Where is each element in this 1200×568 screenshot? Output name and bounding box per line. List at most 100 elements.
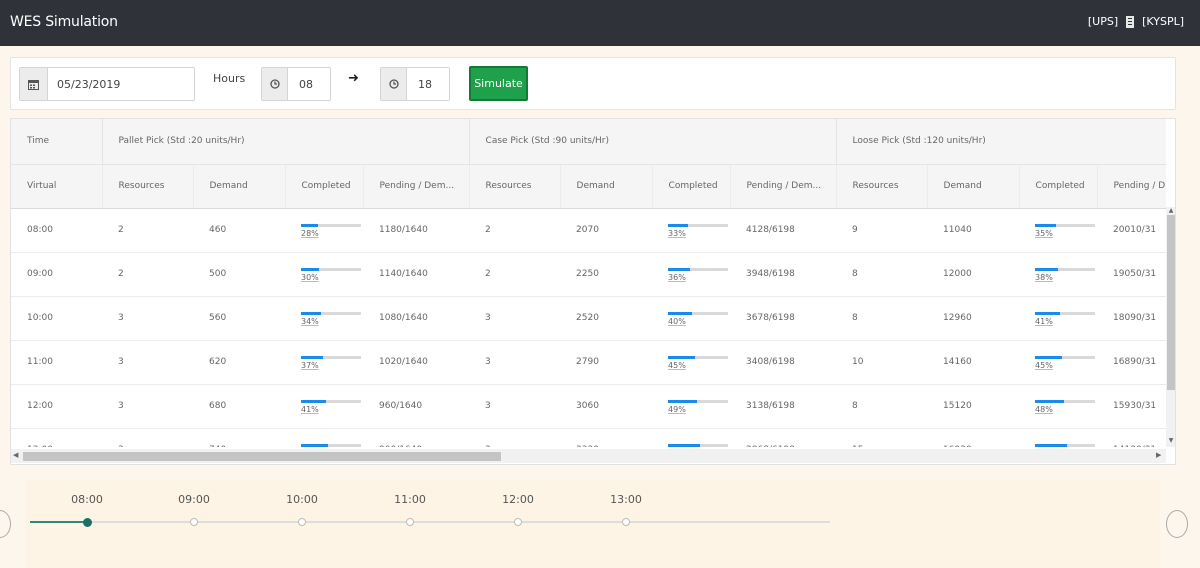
- table-row[interactable]: 12:00 3 680 41% 960/1640 3 3060 49% 3138/6198 8 15…: [11, 384, 1166, 429]
- progress-fill: [1035, 356, 1063, 359]
- clock-icon[interactable]: [381, 68, 407, 100]
- to-hour-input[interactable]: 18: [407, 68, 449, 100]
- completed-progress-cell: 45%: [285, 428, 363, 447]
- calendar-icon[interactable]: [20, 68, 48, 100]
- column-header[interactable]: Demand: [927, 164, 1020, 209]
- timeline-node[interactable]: [190, 518, 198, 526]
- table-row[interactable]: 10:00 3 560 34% 1080/1640 3 2520 40% 3678/6198 8 1…: [11, 296, 1166, 341]
- progress-fill: [301, 444, 328, 447]
- timeline-label[interactable]: 11:00: [394, 493, 426, 506]
- timeline-prev-button[interactable]: [0, 510, 11, 538]
- table-cell: 900/1640: [363, 428, 470, 447]
- progress-label: 48%: [1035, 405, 1053, 414]
- timeline-label[interactable]: 12:00: [502, 493, 534, 506]
- column-header[interactable]: Resources: [469, 164, 561, 209]
- progress-bar: [301, 268, 361, 271]
- table-cell: 09:00: [11, 252, 102, 297]
- timeline-label[interactable]: 08:00: [71, 493, 103, 506]
- progress-bar: [668, 400, 729, 403]
- table-cell: 3: [469, 340, 561, 385]
- completed-progress-cell: 49%: [652, 384, 731, 429]
- table-cell: 2250: [560, 252, 653, 297]
- column-header[interactable]: Demand: [193, 164, 286, 209]
- clock-icon[interactable]: [262, 68, 288, 100]
- column-header[interactable]: Pending / Dem...: [730, 164, 837, 209]
- from-hour-input[interactable]: 08: [288, 68, 330, 100]
- scroll-up-icon[interactable]: ▲: [1168, 207, 1174, 214]
- loose-pick-header: Loose Pick (Std :120 units/Hr): [836, 119, 1166, 165]
- vertical-scroll-thumb[interactable]: [1167, 215, 1175, 390]
- column-header[interactable]: Pending / D: [1097, 164, 1166, 209]
- table-cell: 3330: [560, 428, 653, 447]
- group-header-row: Time Pallet Pick (Std :20 units/Hr) Case…: [11, 119, 1166, 165]
- completed-progress-cell: 36%: [652, 252, 731, 297]
- table-row[interactable]: 11:00 3 620 37% 1020/1640 3 2790 45% 3408/6198 10…: [11, 340, 1166, 385]
- timeline-node[interactable]: [406, 518, 414, 526]
- progress-fill: [301, 312, 322, 315]
- simulate-button[interactable]: Simulate: [469, 66, 528, 101]
- table-cell: 14130/31: [1097, 428, 1166, 447]
- column-header[interactable]: Completed: [285, 164, 364, 209]
- timeline-node[interactable]: [298, 518, 306, 526]
- progress-label: 28%: [301, 229, 319, 238]
- table-cell: 11040: [927, 208, 1020, 253]
- timeline-node[interactable]: [83, 518, 92, 527]
- horizontal-scroll-thumb[interactable]: [23, 452, 501, 461]
- from-hour-picker[interactable]: 08: [261, 67, 331, 101]
- column-header[interactable]: Pending / Dem...: [363, 164, 470, 209]
- table-cell: 08:00: [11, 208, 102, 253]
- table-row[interactable]: 08:00 2 460 28% 1180/1640 2 2070 33% 4128/6198 9 1…: [11, 208, 1166, 253]
- date-picker[interactable]: 05/23/2019: [19, 67, 195, 101]
- table-cell: 3: [102, 296, 193, 341]
- scroll-down-icon[interactable]: ▼: [1168, 437, 1174, 444]
- timeline-track[interactable]: [30, 521, 830, 523]
- column-header[interactable]: Resources: [836, 164, 928, 209]
- column-header[interactable]: Virtual: [11, 164, 103, 209]
- progress-label: 35%: [1035, 229, 1053, 238]
- timeline-label[interactable]: 10:00: [286, 493, 318, 506]
- progress-fill: [1035, 268, 1058, 271]
- table-cell: 11:00: [11, 340, 102, 385]
- completed-progress-cell: 34%: [285, 296, 363, 341]
- horizontal-scrollbar[interactable]: ◀ ▶: [11, 449, 1166, 463]
- table-cell: 12000: [927, 252, 1020, 297]
- table-cell: 19050/31: [1097, 252, 1166, 297]
- timeline-node[interactable]: [514, 518, 522, 526]
- table-row[interactable]: 09:00 2 500 30% 1140/1640 2 2250 36% 3948/6198 8 1…: [11, 252, 1166, 297]
- progress-fill: [1035, 312, 1060, 315]
- timeline-label[interactable]: 09:00: [178, 493, 210, 506]
- timeline-label[interactable]: 13:00: [610, 493, 642, 506]
- column-header[interactable]: Demand: [560, 164, 653, 209]
- tenant-label[interactable]: [KYSPL]: [1142, 15, 1184, 28]
- column-header[interactable]: Resources: [102, 164, 194, 209]
- scroll-right-icon[interactable]: ▶: [1156, 451, 1162, 459]
- vertical-scrollbar[interactable]: ▲ ▼: [1166, 207, 1175, 447]
- progress-label: 37%: [301, 361, 319, 370]
- time-group-header: Time: [11, 119, 103, 165]
- progress-label: 33%: [668, 229, 686, 238]
- date-input[interactable]: 05/23/2019: [48, 68, 194, 100]
- progress-label: 38%: [1035, 273, 1053, 282]
- progress-fill: [668, 224, 688, 227]
- progress-bar: [1035, 268, 1096, 271]
- timeline-next-button[interactable]: [1166, 510, 1188, 538]
- table-cell: 14160: [927, 340, 1020, 385]
- simulation-table-panel: Time Pallet Pick (Std :20 units/Hr) Case…: [10, 118, 1176, 465]
- table-cell: 3: [102, 428, 193, 447]
- table-cell: 2790: [560, 340, 653, 385]
- to-hour-picker[interactable]: 18: [380, 67, 450, 101]
- case-pick-header: Case Pick (Std :90 units/Hr): [469, 119, 837, 165]
- progress-bar: [668, 312, 729, 315]
- column-header[interactable]: Completed: [1019, 164, 1098, 209]
- column-header[interactable]: Completed: [652, 164, 731, 209]
- timeline-node[interactable]: [622, 518, 630, 526]
- simulation-controls: 05/23/2019 Hours 08 ➜ 18 Simulate: [10, 57, 1176, 110]
- progress-fill: [668, 268, 690, 271]
- table-cell: 13:00: [11, 428, 102, 447]
- table-cell: 16890/31: [1097, 340, 1166, 385]
- progress-bar: [301, 312, 361, 315]
- scroll-left-icon[interactable]: ◀: [13, 451, 19, 459]
- table-cell: 2868/6198: [730, 428, 837, 447]
- account-label[interactable]: [UPS]: [1087, 15, 1119, 28]
- table-row[interactable]: 13:00374045%900/16403333053%2868/6198151…: [11, 428, 1166, 447]
